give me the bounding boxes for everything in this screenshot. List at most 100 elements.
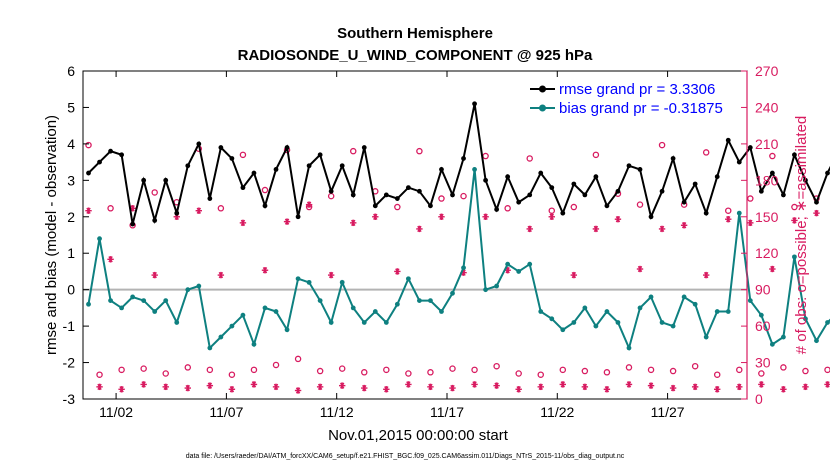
rmse-point xyxy=(758,188,764,194)
obs-assimilated-point xyxy=(482,213,489,220)
rmse-point xyxy=(229,156,235,161)
rmse-point xyxy=(571,181,577,187)
bias-point xyxy=(262,305,268,311)
obs-possible-point xyxy=(736,366,743,374)
x-axis-label: Nov.01,2015 00:00:00 start xyxy=(328,427,509,444)
obs-possible-point xyxy=(272,361,280,369)
bias-point xyxy=(405,276,411,282)
bias-point xyxy=(339,279,345,285)
obs-possible-point xyxy=(96,371,103,378)
obs-assimilated-point xyxy=(669,384,677,392)
x-axis-ticks: 11/02 11/07 11/12 11/17 11/22 11/27 xyxy=(99,71,685,420)
obs-assimilated-point xyxy=(195,207,203,214)
obs-possible-point xyxy=(581,367,589,375)
obs-possible-point xyxy=(184,364,192,371)
obs-possible-point xyxy=(691,362,699,370)
obs-assimilated-point xyxy=(184,384,191,392)
rmse-point xyxy=(108,148,113,154)
obs-possible-point xyxy=(349,147,357,155)
obs-possible-point xyxy=(85,141,92,149)
bias-point xyxy=(494,283,500,289)
x-tick-label: 11/02 xyxy=(99,404,133,420)
obs-assimilated-point xyxy=(305,201,313,208)
x-tick-label: 11/12 xyxy=(320,404,354,420)
rmse-point xyxy=(328,188,334,194)
obs-assimilated-point xyxy=(449,384,456,392)
y-right-tick-label: 60 xyxy=(755,318,771,334)
obs-assimilated-point xyxy=(658,225,666,233)
obs-possible-point xyxy=(769,152,776,160)
obs-assimilated-point xyxy=(416,225,423,233)
bias-point xyxy=(428,298,433,303)
obs-assimilated-point xyxy=(372,213,379,220)
rmse-point xyxy=(218,145,224,150)
rmse-point xyxy=(207,196,213,201)
obs-assimilated-point xyxy=(217,271,225,279)
rmse-point xyxy=(483,177,488,183)
rmse-point xyxy=(141,177,147,183)
y-right-tick-label: 120 xyxy=(755,245,779,261)
y-right-tick-label: 150 xyxy=(755,209,779,225)
obs-possible-point xyxy=(636,201,644,208)
obs-assimilated-point xyxy=(107,256,114,263)
obs-assimilated-point xyxy=(327,271,335,279)
rmse-point xyxy=(394,196,400,201)
rmse-point xyxy=(516,199,522,205)
chart-subtitle: RADIOSONDE_U_WIND_COMPONENT @ 925 hPa xyxy=(238,47,593,64)
obs-assimilated-point xyxy=(316,383,324,391)
obs-assimilated-point xyxy=(151,271,158,279)
rmse-point xyxy=(626,163,632,169)
rmse-point xyxy=(703,210,709,216)
bias-point xyxy=(538,309,544,314)
y-left-axis-label: rmse and bias (model - observation) xyxy=(43,115,60,355)
obs-possible-point xyxy=(515,370,522,377)
obs-possible-point xyxy=(592,151,600,159)
bias-point xyxy=(593,323,599,329)
obs-assimilated-point xyxy=(824,381,830,388)
y-left-tick-label: 6 xyxy=(67,63,75,79)
x-tick-label: 11/22 xyxy=(540,404,574,420)
rmse-point xyxy=(593,174,599,180)
obs-possible-point xyxy=(250,366,258,374)
rmse-point xyxy=(780,192,786,198)
rmse-point xyxy=(251,170,257,176)
bias-point xyxy=(383,320,389,325)
obs-assimilated-point xyxy=(250,381,258,388)
y-right-tick-label: 210 xyxy=(755,136,779,152)
bias-point xyxy=(560,327,566,333)
bias-point xyxy=(141,298,147,303)
obs-assimilated-point xyxy=(339,382,346,389)
legend-rmse-label: rmse grand pr = 3.3306 xyxy=(559,81,715,98)
bias-point xyxy=(130,294,136,300)
obs-possible-point xyxy=(504,205,511,212)
legend-bias-label: bias grand pr = -0.31875 xyxy=(559,100,723,117)
rmse-point xyxy=(450,192,455,198)
rmse-point xyxy=(494,207,500,212)
obs-possible-point xyxy=(361,369,368,376)
bias-point xyxy=(516,269,522,274)
bias-point xyxy=(119,305,125,311)
obs-assimilated-point xyxy=(813,209,820,217)
bias-point xyxy=(736,210,742,216)
rmse-point xyxy=(803,177,808,183)
obs-assimilated-point xyxy=(129,205,136,212)
rmse-point xyxy=(538,170,544,176)
obs-assimilated-point xyxy=(96,383,103,391)
obs-assimilated-point xyxy=(603,386,611,393)
y-left-tick-label: 0 xyxy=(67,282,75,298)
bias-point xyxy=(747,298,753,303)
obs-assimilated-point xyxy=(747,219,754,227)
y-right-axis-ticks: 0 30 60 90 120 150 180 210 240 270 xyxy=(741,63,779,407)
rmse-point xyxy=(472,101,477,107)
obs-assimilated-point xyxy=(537,383,544,391)
obs-assimilated-point xyxy=(780,386,787,393)
rmse-point xyxy=(295,214,301,220)
rmse-point xyxy=(163,177,169,183)
rmse-point xyxy=(549,185,555,191)
y-left-tick-label: -2 xyxy=(63,355,76,371)
obs-assimilated-point xyxy=(140,381,147,388)
obs-possible-point xyxy=(702,149,710,156)
bias-point xyxy=(725,309,731,314)
rmse-point xyxy=(350,192,356,198)
